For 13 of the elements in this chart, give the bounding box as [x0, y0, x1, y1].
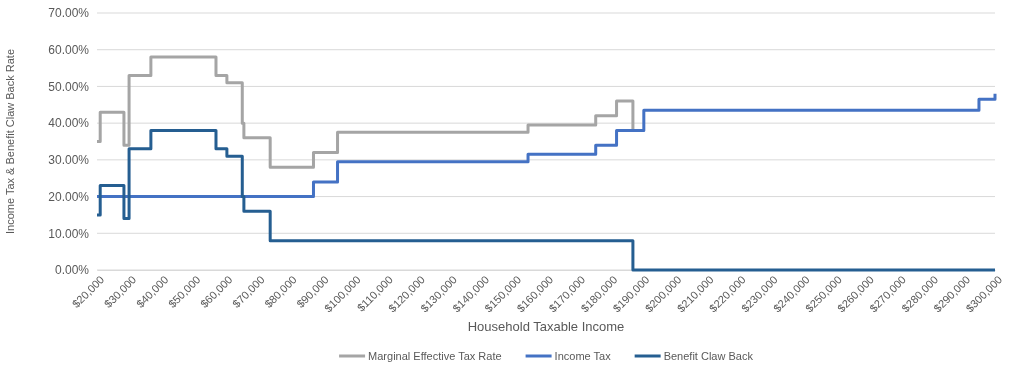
y-tick-label: 70.00% — [48, 6, 90, 21]
y-tick-label: 20.00% — [48, 189, 90, 204]
y-tick-label: 30.00% — [48, 153, 90, 168]
y-tick-label: 10.00% — [48, 226, 90, 241]
y-tick-label: 50.00% — [48, 79, 90, 94]
y-tick-label: 40.00% — [48, 116, 90, 131]
legend-label: Benefit Claw Back — [663, 350, 754, 362]
y-axis-title: Income Tax & Benefit Claw Back Rate — [4, 48, 16, 235]
y-tick-label: 0.00% — [54, 263, 90, 278]
x-axis-title: Household Taxable Income — [467, 319, 625, 334]
legend-label: Income Tax — [554, 350, 612, 362]
legend-label: Marginal Effective Tax Rate — [368, 350, 502, 362]
y-tick-label: 60.00% — [48, 43, 90, 58]
